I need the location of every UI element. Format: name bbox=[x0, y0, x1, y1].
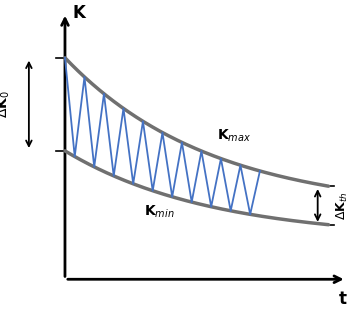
Text: $\Delta$K$_0$: $\Delta$K$_0$ bbox=[0, 91, 12, 118]
Text: t: t bbox=[339, 290, 347, 308]
Text: K$_{max}$: K$_{max}$ bbox=[217, 128, 251, 144]
Text: K: K bbox=[73, 4, 86, 22]
Text: K$_{min}$: K$_{min}$ bbox=[144, 204, 175, 220]
Text: $\Delta$K$_{th}$: $\Delta$K$_{th}$ bbox=[335, 191, 351, 220]
